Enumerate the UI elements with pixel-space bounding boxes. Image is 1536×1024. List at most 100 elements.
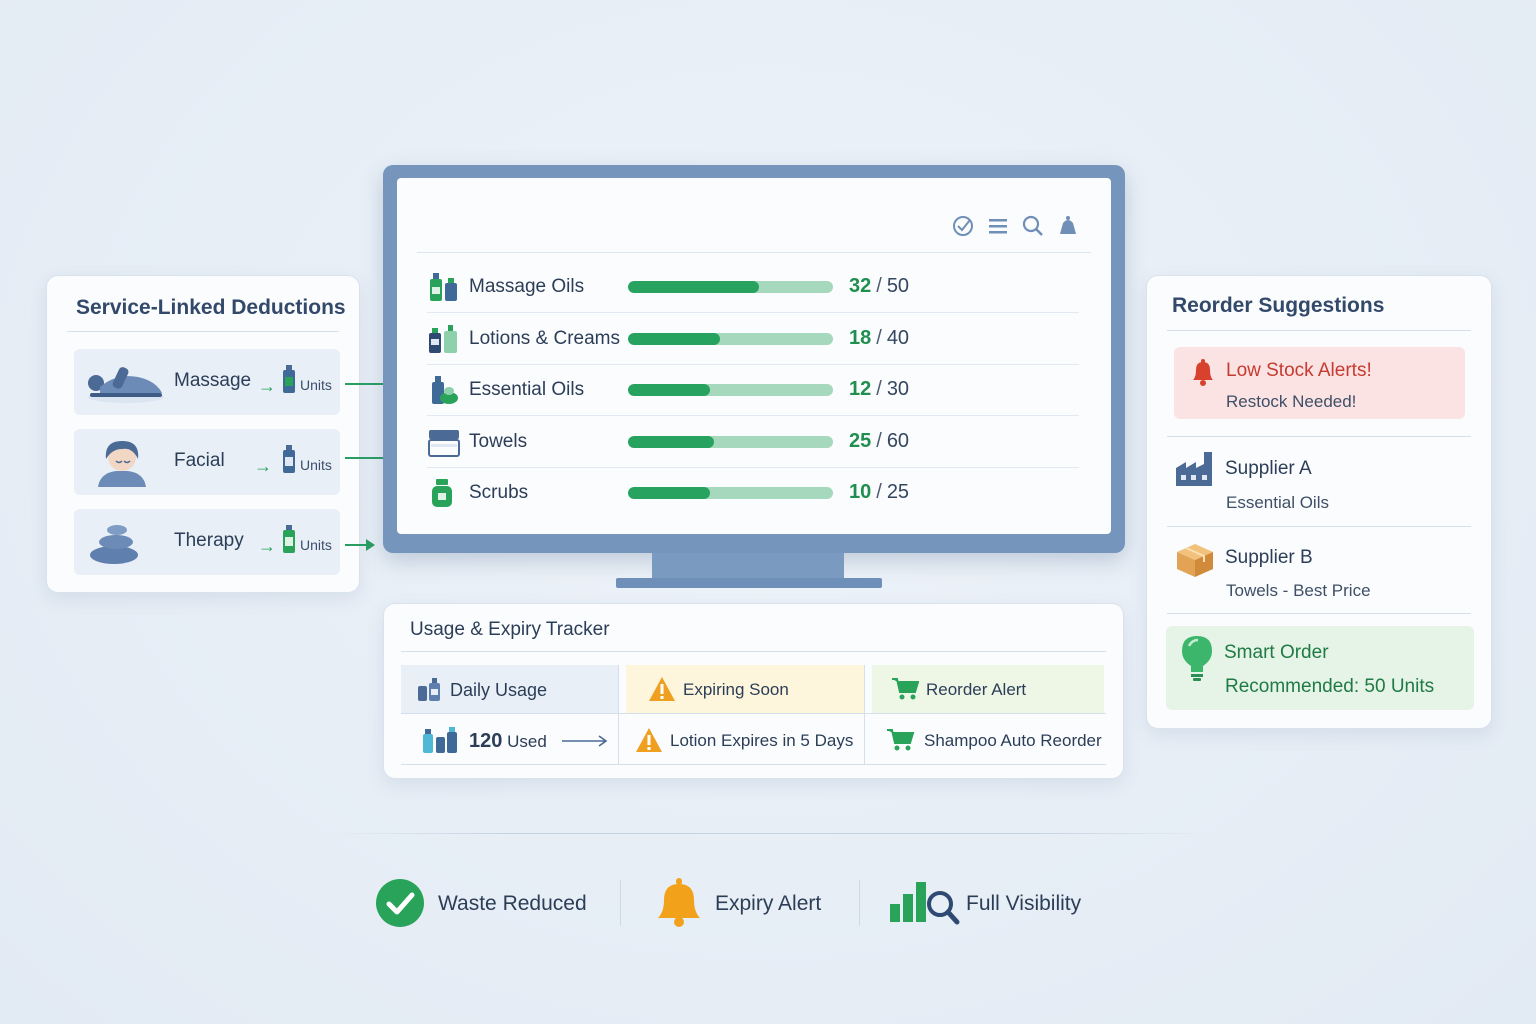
feature-separator xyxy=(859,880,860,926)
service-deductions-card: Service-Linked Deductions Massage → Unit… xyxy=(46,275,360,593)
feature-full-visibility: Full Visibility xyxy=(888,878,1088,928)
towel-icon xyxy=(428,429,460,457)
essential-oil-icon xyxy=(432,376,458,404)
usage-tracker-title: Usage & Expiry Tracker xyxy=(410,619,610,640)
daily-usage-label: Daily Usage xyxy=(450,680,548,700)
divider xyxy=(1167,526,1471,527)
check-circle-icon xyxy=(376,879,424,927)
supplier-a[interactable]: Supplier A Essential Oils xyxy=(1147,444,1493,524)
inventory-row[interactable]: Essential Oils 12/30 xyxy=(427,364,1079,416)
divider xyxy=(1167,613,1471,614)
row-divider xyxy=(427,466,1079,468)
expiring-soon-header[interactable]: Expiring Soon xyxy=(626,665,864,713)
footer-divider xyxy=(330,833,1210,834)
units-label: Units xyxy=(300,377,332,393)
low-stock-alert[interactable]: Low Stock Alerts! Restock Needed! xyxy=(1174,347,1465,419)
bottles-icon xyxy=(423,727,457,753)
inventory-screen: Massage Oils 32/50 Lotions & Creams 18/40 Es… xyxy=(397,178,1111,534)
reorder-alert-label: Reorder Alert xyxy=(926,680,1027,699)
daily-usage-value-cell: 120 Used xyxy=(401,716,618,764)
bottle-icon xyxy=(283,365,295,393)
arrow-right-icon: → xyxy=(254,456,272,476)
inventory-row[interactable]: Scrubs 10/25 xyxy=(427,467,1079,519)
stock-progress-bar xyxy=(628,384,833,396)
warning-icon xyxy=(636,728,662,752)
stock-progress-fill xyxy=(628,487,710,499)
factory-icon xyxy=(1176,452,1212,486)
monitor-stand-base xyxy=(616,578,882,588)
feature-waste-reduced: Waste Reduced xyxy=(375,878,587,928)
stock-progress-bar xyxy=(628,487,833,499)
row-divider xyxy=(427,415,1079,416)
feature-expiry-alert: Expiry Alert xyxy=(654,878,834,928)
service-deductions-title: Service-Linked Deductions xyxy=(76,296,346,319)
inventory-row[interactable]: Towels 25/60 xyxy=(427,416,1079,468)
divider xyxy=(417,252,1091,253)
arrow-right-icon xyxy=(562,735,608,747)
stock-count: 18/40 xyxy=(849,326,910,349)
daily-usage-header[interactable]: Daily Usage xyxy=(401,665,618,713)
expiry-text: Lotion Expires in 5 Days xyxy=(670,731,854,750)
feature-label: Waste Reduced xyxy=(438,892,587,915)
service-label: Facial xyxy=(174,450,225,471)
check-circle-icon[interactable] xyxy=(951,214,975,238)
supplier-b[interactable]: Supplier B Towels - Best Price xyxy=(1147,534,1493,614)
column-separator xyxy=(618,665,619,765)
inventory-row[interactable]: Lotions & Creams 18/40 xyxy=(427,313,1079,365)
list-icon[interactable] xyxy=(986,214,1010,238)
divider xyxy=(67,331,339,332)
lotion-bottles-icon xyxy=(429,324,457,353)
reorder-value-cell[interactable]: Shampoo Auto Reorder xyxy=(872,716,1104,764)
stock-count: 12/30 xyxy=(849,378,910,400)
bottle-icon xyxy=(283,445,295,473)
inventory-item-name: Lotions & Creams xyxy=(469,327,621,349)
cart-icon xyxy=(887,729,915,751)
cart-icon xyxy=(892,678,919,700)
divider xyxy=(401,713,1106,714)
used-count: 120 Used xyxy=(469,730,547,752)
arrow-right-icon: → xyxy=(258,536,276,556)
stock-progress-fill xyxy=(628,332,721,345)
service-row-massage[interactable]: Massage → Units xyxy=(74,349,340,415)
usage-expiry-tracker: Usage & Expiry Tracker Daily Usage Expir… xyxy=(383,603,1124,779)
bell-icon[interactable] xyxy=(1056,214,1080,238)
divider xyxy=(1167,330,1471,331)
smart-order-subtitle: Recommended: 50 Units xyxy=(1225,676,1435,697)
expiry-value-cell[interactable]: Lotion Expires in 5 Days xyxy=(626,716,864,764)
therapy-stones-icon xyxy=(90,525,138,564)
warning-icon xyxy=(649,677,675,701)
stock-progress-fill xyxy=(628,281,760,293)
column-separator xyxy=(864,665,865,765)
reorder-suggestions-title: Reorder Suggestions xyxy=(1172,294,1385,317)
supplier-a-detail: Essential Oils xyxy=(1226,493,1329,512)
service-row-therapy[interactable]: Therapy → Units xyxy=(74,509,340,575)
monitor-stand-neck xyxy=(652,553,844,579)
inventory-item-name: Essential Oils xyxy=(469,379,585,400)
expiring-soon-label: Expiring Soon xyxy=(683,680,789,699)
facial-icon xyxy=(98,441,146,487)
bar-chart-search-icon xyxy=(890,882,960,925)
bottle-icon xyxy=(283,525,295,553)
reorder-text: Shampoo Auto Reorder xyxy=(924,731,1102,750)
reorder-alert-header[interactable]: Reorder Alert xyxy=(872,665,1104,713)
low-stock-subtitle: Restock Needed! xyxy=(1226,392,1357,411)
inventory-row[interactable]: Massage Oils 32/50 xyxy=(427,261,1079,313)
units-label: Units xyxy=(300,457,332,473)
inventory-item-name: Scrubs xyxy=(469,482,529,503)
divider xyxy=(1167,436,1471,437)
bell-icon xyxy=(658,878,700,927)
reorder-suggestions-card: Reorder Suggestions Low Stock Alerts! Re… xyxy=(1146,275,1492,729)
stock-progress-bar xyxy=(628,281,833,293)
divider xyxy=(401,764,1106,765)
scrub-jar-icon xyxy=(432,479,452,507)
smart-order[interactable]: Smart Order Recommended: 50 Units xyxy=(1166,626,1474,710)
feature-label: Full Visibility xyxy=(966,892,1082,915)
lightbulb-icon xyxy=(1182,636,1212,681)
search-icon[interactable] xyxy=(1021,214,1045,238)
service-row-facial[interactable]: Facial → Units xyxy=(74,429,340,495)
massage-icon xyxy=(88,367,164,403)
stock-progress-fill xyxy=(628,435,715,448)
connector-arrow xyxy=(345,539,375,551)
supplier-b-name: Supplier B xyxy=(1225,547,1313,568)
stock-progress-fill xyxy=(628,384,710,396)
